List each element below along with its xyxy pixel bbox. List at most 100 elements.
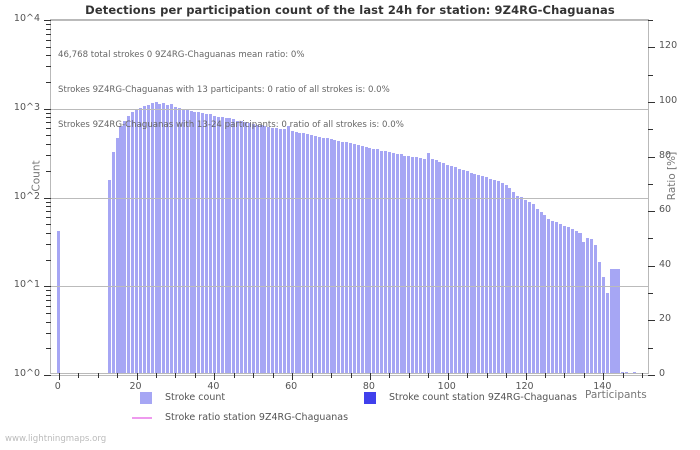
bar — [520, 197, 524, 373]
bar — [586, 238, 590, 373]
bar — [578, 232, 582, 373]
x-tick-major — [214, 373, 216, 380]
bar — [352, 144, 356, 373]
bar — [492, 179, 496, 373]
watermark: www.lightningmaps.org — [5, 434, 107, 444]
x-tick-major — [58, 373, 60, 380]
bar — [461, 169, 465, 373]
bar — [337, 141, 341, 373]
legend-label-stroke-ratio-station: Stroke ratio station 9Z4RG-Chaguanas — [165, 412, 349, 423]
y2-tick-minor — [648, 74, 653, 76]
bar-series-container — [51, 20, 648, 373]
x-tick-minor — [97, 373, 99, 378]
x-tick-major — [603, 373, 605, 380]
bar — [512, 191, 516, 373]
y-tick-major — [44, 375, 51, 376]
y-tick-minor — [46, 28, 51, 30]
x-tick-minor — [350, 373, 352, 378]
annotation-line-3: Strokes 9Z4RG-Chaguanas with 13-24 parti… — [58, 119, 404, 130]
bar — [613, 268, 617, 373]
bar — [418, 157, 423, 373]
bar — [127, 115, 131, 373]
bar — [271, 127, 275, 373]
y2-tick-major — [648, 47, 655, 49]
y-tick-minor — [46, 24, 51, 26]
bar — [411, 156, 415, 373]
x-tick-label: 60 — [285, 381, 298, 392]
bar — [216, 116, 220, 373]
legend-label-stroke-count-station: Stroke count station 9Z4RG-Chaguanas — [389, 392, 577, 403]
y-tick-minor — [46, 155, 51, 157]
x-tick-minor — [408, 373, 410, 378]
y2-tick-label: 120 — [659, 40, 678, 52]
bar — [477, 175, 481, 373]
chart-legend: Stroke count Stroke count station 9Z4RG-… — [0, 390, 700, 430]
bar — [240, 121, 244, 373]
y-tick-minor — [46, 112, 51, 114]
bar — [286, 126, 290, 373]
bar — [282, 129, 286, 373]
bar — [232, 119, 236, 373]
bar — [228, 118, 232, 373]
y-tick-minor — [46, 217, 51, 219]
bar — [173, 106, 177, 373]
y2-tick-minor — [648, 129, 653, 131]
bar — [496, 181, 500, 373]
bar — [158, 103, 162, 373]
bar — [294, 131, 298, 373]
bar — [442, 163, 446, 373]
y-tick-minor — [46, 66, 51, 68]
y-tick-minor — [46, 46, 51, 48]
bar — [489, 178, 493, 373]
bar — [450, 166, 454, 373]
x-tick-minor — [78, 373, 80, 378]
bar — [193, 112, 197, 373]
bar — [387, 151, 391, 373]
bar — [57, 230, 61, 373]
y-tick-minor — [46, 211, 51, 213]
bar — [278, 129, 282, 373]
y-tick-minor — [46, 290, 51, 292]
bar — [310, 135, 314, 373]
y2-tick-major — [648, 320, 655, 322]
bar — [205, 113, 209, 373]
bar — [376, 149, 380, 373]
y2-tick-major — [648, 265, 655, 267]
bar — [290, 130, 294, 373]
bar — [527, 201, 531, 373]
y-tick-label: 10^4 — [13, 13, 40, 24]
bar — [570, 228, 574, 373]
bar — [142, 106, 146, 373]
bar — [135, 109, 139, 373]
x-tick-minor — [175, 373, 177, 378]
annotation-line-2: Strokes 9Z4RG-Chaguanas with 13 particip… — [58, 84, 390, 95]
x-tick-label: 100 — [437, 381, 456, 392]
bar — [555, 222, 559, 373]
bar — [212, 115, 216, 373]
bar — [383, 151, 388, 373]
bar — [601, 277, 605, 373]
bar — [170, 103, 174, 373]
y-tick-minor — [46, 144, 51, 146]
x-tick-minor — [272, 373, 274, 378]
y2-tick-minor — [648, 347, 653, 349]
bar — [356, 145, 360, 373]
bar — [255, 124, 259, 373]
x-tick-minor — [194, 373, 196, 378]
bar — [243, 121, 247, 373]
y-tick-minor — [46, 312, 51, 314]
gridline-major — [51, 286, 648, 288]
bar — [399, 154, 403, 373]
y-axis-label: Count — [30, 160, 43, 192]
x-tick-major — [525, 373, 527, 380]
y-tick-major — [44, 20, 51, 21]
bar — [197, 111, 201, 373]
bar — [543, 215, 547, 373]
y-tick-minor — [46, 321, 51, 323]
y-tick-minor — [46, 224, 51, 226]
legend-label-stroke-count: Stroke count — [165, 392, 226, 403]
bar — [162, 103, 166, 373]
bar — [590, 239, 594, 373]
annotation-line-1: 46,768 total strokes 0 9Z4RG-Chaguanas m… — [58, 50, 305, 61]
bar — [177, 108, 181, 373]
